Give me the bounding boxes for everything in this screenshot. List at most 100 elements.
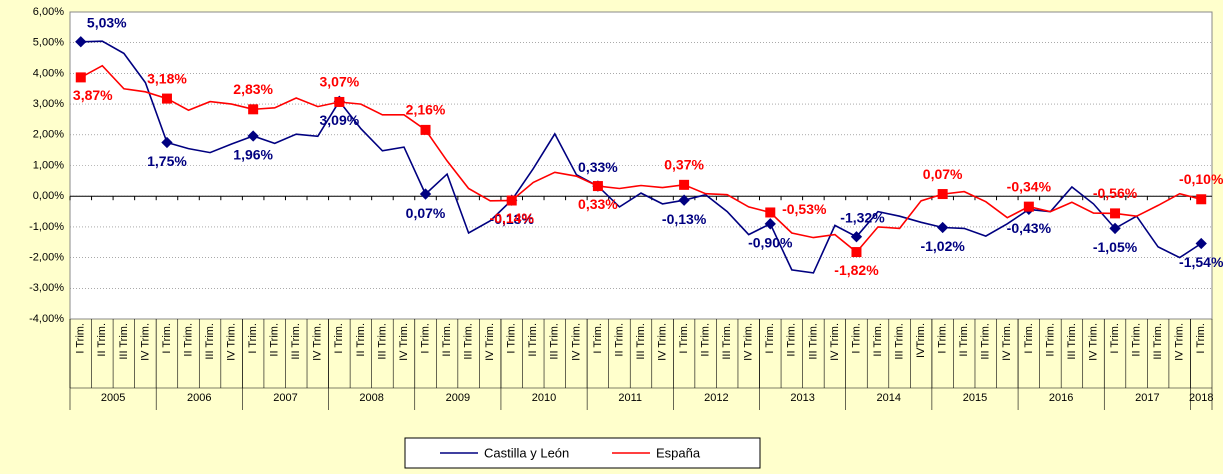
data-label: -1,54% [1179,254,1223,270]
marker [851,247,862,258]
y-tick-label: 6,00% [33,6,64,18]
y-tick-label: 4,00% [33,67,64,79]
data-label: 3,18% [147,70,187,86]
x-tick-label: II Trim. [613,323,625,357]
x-tick-label: III Trim. [721,323,733,360]
x-tick-label: II Trim. [958,323,970,357]
x-tick-label: II Trim. [96,323,108,357]
y-tick-label: -4,00% [29,313,64,325]
x-tick-label: III Trim. [290,323,302,360]
x-tick-label: IV Trim. [570,323,582,361]
marker [937,221,949,234]
data-label: -1,82% [834,262,879,278]
data-label: -0,34% [1007,178,1052,194]
data-label: -1,02% [920,238,965,254]
x-tick-label: III Trim. [980,323,992,360]
x-tick-label: I Trim. [419,323,431,354]
marker [161,136,173,149]
marker [592,181,603,192]
x-tick-label: IV Trim. [484,323,496,361]
group-label: 2012 [704,392,728,404]
marker [1023,201,1034,212]
x-tick-label: II Trim. [872,323,884,357]
x-tick-label: III Trim. [1066,323,1078,360]
data-label: 3,09% [319,112,359,128]
x-tick-label: IV Trim. [1174,323,1186,361]
marker [1109,222,1121,235]
x-tick-label: IV Trim. [829,323,841,361]
group-label: 2007 [273,392,297,404]
data-label: 1,96% [233,147,273,163]
x-tick-label: I Trim. [75,323,87,354]
marker [764,218,776,230]
x-tick-label: II Trim. [786,323,798,357]
marker [161,93,172,104]
y-tick-label: 0,00% [33,190,64,202]
group-label: 2016 [1049,392,1073,404]
data-label: 1,75% [147,153,187,169]
x-tick-label: II Trim. [527,323,539,357]
group-label: 2014 [877,392,901,404]
plot-border [69,11,1213,320]
x-tick-label: I Trim. [592,323,604,354]
group-label: 2010 [532,392,556,404]
x-tick-label: I Trim. [506,323,518,354]
x-tick-label: II Trim. [269,323,281,357]
x-tick-label: I Trim. [764,323,776,354]
marker [1110,208,1121,219]
marker [247,130,259,142]
x-tick-label: IV Trim. [656,323,668,361]
y-tick-label: 3,00% [33,98,64,110]
data-label: -0,13% [490,211,535,227]
y-tick-label: 1,00% [33,159,64,171]
marker [75,36,87,48]
x-tick-label: I Trim. [937,323,949,354]
data-label: -0,14% [490,210,535,226]
x-tick-label: I Trim. [333,323,345,354]
x-tick-label: II Trim. [441,323,453,357]
marker [506,195,517,206]
series-line [80,64,1202,254]
data-label: 2,83% [233,81,273,97]
x-tick-label: III Trim. [463,323,475,360]
group-label: 2009 [446,392,470,404]
group-label: 2006 [187,392,211,404]
x-tick-label: III Trim. [807,323,819,360]
data-label: 0,33% [578,196,618,212]
data-label: -0,10% [1179,171,1223,187]
marker [1195,237,1207,250]
data-label: -0,90% [748,235,793,251]
y-tick-label: -2,00% [29,252,64,264]
legend-label: Castilla y León [484,445,569,460]
x-tick-label: I Trim. [1195,323,1207,354]
y-tick-label: -3,00% [29,282,64,294]
marker [419,188,432,200]
data-label: 0,37% [664,157,704,173]
x-tick-label: IV Trim. [398,323,410,361]
data-label: 3,87% [73,87,113,103]
x-tick-label: III Trim. [204,323,216,360]
marker [334,96,345,107]
group-label: 2018 [1189,392,1213,404]
data-label: 5,03% [87,14,127,30]
data-label: 0,07% [406,205,446,221]
x-tick-label: II Trim. [1044,323,1056,357]
y-tick-label: 2,00% [33,129,64,141]
x-tick-label: IV Trim. [1001,323,1013,361]
x-tick-label: III Trim. [549,323,561,360]
data-label: -0,53% [782,201,827,217]
marker [937,189,948,200]
group-label: 2005 [101,392,125,404]
x-tick-label: II Trim. [182,323,194,357]
data-label: -1,05% [1093,239,1138,255]
marker [248,104,259,115]
series-line [80,40,1202,274]
x-tick-label: II Trim. [700,323,712,357]
group-label: 2017 [1135,392,1159,404]
x-tick-label: I Trim. [1109,323,1121,354]
x-tick-label: II Trim. [1130,323,1142,357]
marker [1196,194,1207,205]
data-label: -0,56% [1093,185,1138,201]
x-tick-label: IV Trim. [743,323,755,361]
